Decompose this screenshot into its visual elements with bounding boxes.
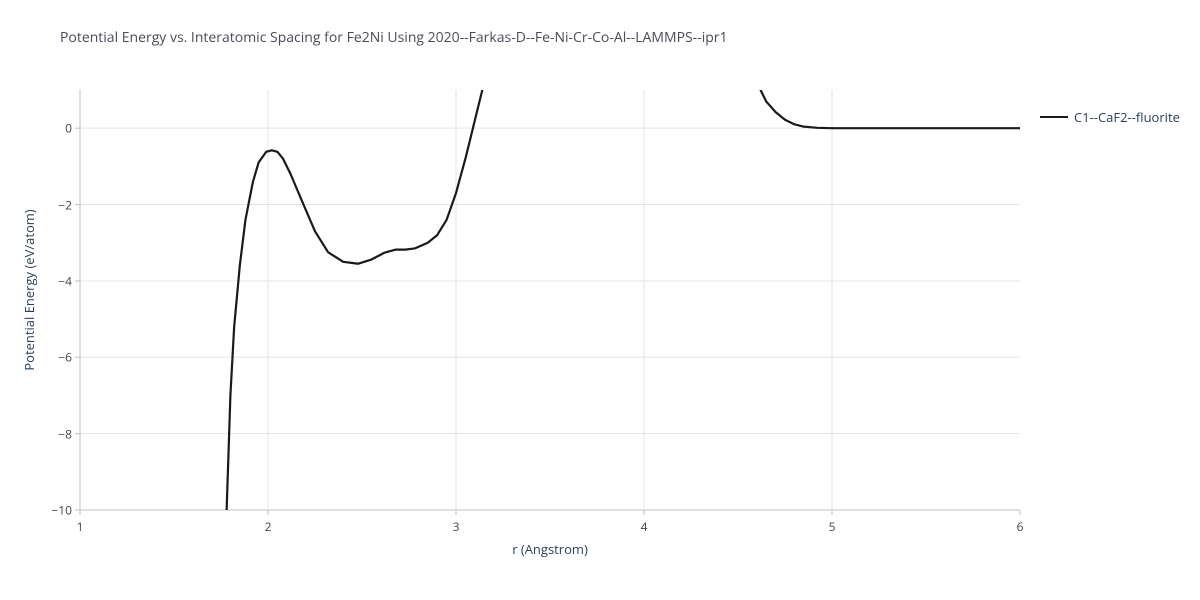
x-axis-label: r (Angstrom): [500, 540, 600, 558]
legend: C1--CaF2--fluorite: [1040, 108, 1180, 126]
x-tick-label: 5: [829, 518, 836, 535]
y-axis-label: Potential Energy (eV/atom): [20, 190, 38, 390]
legend-item[interactable]: C1--CaF2--fluorite: [1040, 108, 1180, 126]
x-tick-label: 1: [77, 518, 84, 535]
y-tick-label: −4: [46, 272, 72, 289]
legend-label: C1--CaF2--fluorite: [1074, 108, 1180, 126]
x-tick-label: 2: [265, 518, 272, 535]
x-tick-label: 4: [641, 518, 648, 535]
y-tick-label: 0: [46, 120, 72, 137]
x-tick-label: 3: [453, 518, 460, 535]
y-tick-label: −6: [46, 349, 72, 366]
chart-svg: [0, 0, 1200, 600]
x-tick-label: 6: [1017, 518, 1024, 535]
y-tick-label: −10: [46, 502, 72, 519]
legend-line-icon: [1040, 116, 1068, 118]
y-tick-label: −8: [46, 425, 72, 442]
potential-energy-chart: Potential Energy vs. Interatomic Spacing…: [0, 0, 1200, 600]
y-tick-label: −2: [46, 196, 72, 213]
